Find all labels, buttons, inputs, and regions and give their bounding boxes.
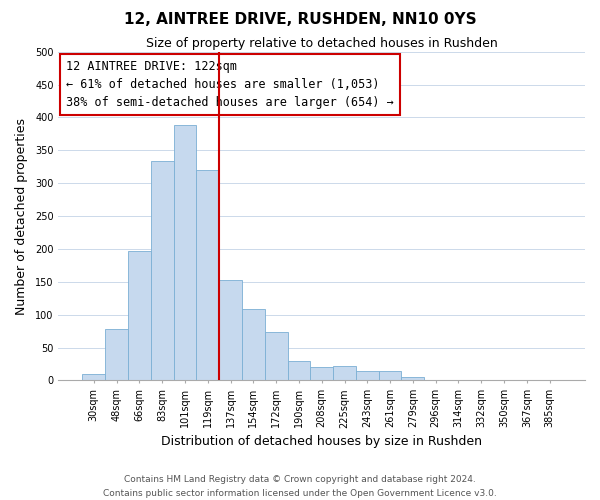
Bar — [173, 126, 196, 380]
Bar — [310, 368, 333, 380]
Text: 12 AINTREE DRIVE: 122sqm
← 61% of detached houses are smaller (1,053)
38% of sem: 12 AINTREE DRIVE: 122sqm ← 61% of detach… — [67, 60, 394, 109]
Bar — [128, 251, 151, 380]
Text: 12, AINTREE DRIVE, RUSHDEN, NN10 0YS: 12, AINTREE DRIVE, RUSHDEN, NN10 0YS — [124, 12, 476, 28]
Bar — [219, 280, 242, 380]
Bar — [265, 332, 287, 380]
Text: Contains HM Land Registry data © Crown copyright and database right 2024.
Contai: Contains HM Land Registry data © Crown c… — [103, 476, 497, 498]
Title: Size of property relative to detached houses in Rushden: Size of property relative to detached ho… — [146, 38, 497, 51]
Bar — [287, 360, 310, 380]
Bar — [242, 310, 265, 380]
X-axis label: Distribution of detached houses by size in Rushden: Distribution of detached houses by size … — [161, 434, 482, 448]
Bar — [356, 371, 379, 380]
Bar — [82, 374, 105, 380]
Bar — [379, 370, 401, 380]
Bar — [105, 329, 128, 380]
Bar — [333, 366, 356, 380]
Bar — [196, 170, 219, 380]
Bar — [401, 377, 424, 380]
Bar — [151, 162, 173, 380]
Y-axis label: Number of detached properties: Number of detached properties — [15, 118, 28, 314]
